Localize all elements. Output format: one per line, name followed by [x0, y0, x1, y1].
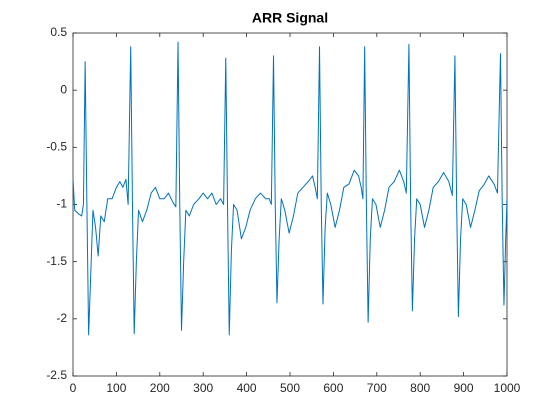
x-tick-label: 200 [150, 381, 170, 395]
signal-line [72, 41, 508, 336]
y-tick-label: -2 [56, 311, 67, 325]
x-tick-label: 600 [323, 381, 343, 395]
y-tick-label: 0.5 [50, 25, 67, 39]
y-tick-label: -2.5 [46, 368, 67, 382]
x-tick-label: 400 [237, 381, 257, 395]
y-tick-label: -1.5 [46, 254, 67, 268]
x-tick-label: 0 [70, 381, 77, 395]
plot-area [72, 32, 508, 377]
x-tick-label: 300 [193, 381, 213, 395]
x-tick-label: 100 [106, 381, 126, 395]
x-tick-label: 800 [410, 381, 430, 395]
x-tick-label: 500 [280, 381, 300, 395]
x-tick-label: 1000 [494, 381, 521, 395]
chart-title: ARR Signal [252, 10, 328, 26]
x-tick-label: 700 [367, 381, 387, 395]
y-tick-label: 0 [60, 82, 67, 96]
y-tick-label: -1 [56, 197, 67, 211]
x-tick-label: 900 [454, 381, 474, 395]
y-tick-label: -0.5 [46, 140, 67, 154]
